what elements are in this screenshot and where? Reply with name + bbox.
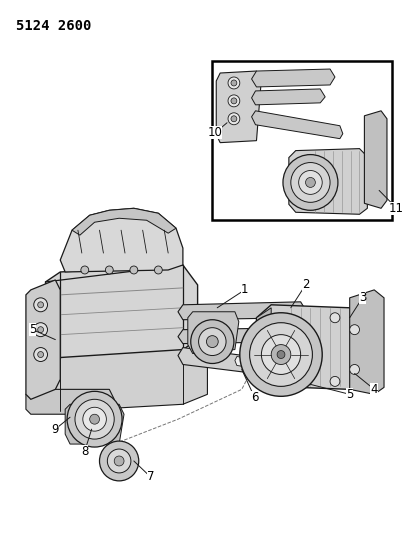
Polygon shape bbox=[60, 208, 183, 272]
Polygon shape bbox=[178, 328, 306, 344]
Circle shape bbox=[155, 266, 162, 274]
Circle shape bbox=[90, 414, 100, 424]
Circle shape bbox=[240, 313, 322, 397]
Text: 3: 3 bbox=[359, 292, 366, 304]
Circle shape bbox=[81, 266, 89, 274]
Text: 9: 9 bbox=[51, 423, 59, 435]
Polygon shape bbox=[26, 280, 60, 399]
Circle shape bbox=[350, 325, 359, 335]
Circle shape bbox=[231, 116, 237, 122]
Circle shape bbox=[100, 441, 139, 481]
Polygon shape bbox=[46, 265, 197, 358]
Circle shape bbox=[291, 163, 330, 203]
Text: 6: 6 bbox=[251, 391, 258, 404]
Polygon shape bbox=[46, 348, 207, 411]
Polygon shape bbox=[252, 111, 343, 139]
Circle shape bbox=[228, 113, 240, 125]
Text: 1: 1 bbox=[241, 284, 248, 296]
Circle shape bbox=[271, 345, 291, 365]
Polygon shape bbox=[257, 305, 364, 389]
Circle shape bbox=[34, 322, 47, 337]
Polygon shape bbox=[364, 111, 387, 208]
Polygon shape bbox=[252, 69, 335, 87]
Polygon shape bbox=[178, 302, 306, 320]
Circle shape bbox=[350, 365, 359, 375]
Circle shape bbox=[199, 328, 226, 356]
Circle shape bbox=[306, 177, 315, 188]
Circle shape bbox=[38, 327, 44, 333]
Text: 8: 8 bbox=[81, 445, 89, 457]
Circle shape bbox=[299, 171, 322, 195]
Text: 11: 11 bbox=[389, 202, 404, 215]
Circle shape bbox=[38, 352, 44, 358]
Circle shape bbox=[277, 351, 285, 359]
Polygon shape bbox=[235, 357, 308, 375]
Polygon shape bbox=[188, 312, 239, 353]
Circle shape bbox=[330, 313, 340, 322]
Circle shape bbox=[67, 391, 122, 447]
Text: 5124 2600: 5124 2600 bbox=[16, 19, 91, 33]
Circle shape bbox=[34, 298, 47, 312]
Circle shape bbox=[191, 320, 234, 364]
Circle shape bbox=[231, 80, 237, 86]
Circle shape bbox=[75, 399, 114, 439]
Text: 10: 10 bbox=[207, 126, 222, 139]
Polygon shape bbox=[216, 71, 262, 143]
Polygon shape bbox=[350, 290, 384, 394]
Circle shape bbox=[206, 336, 218, 348]
Circle shape bbox=[107, 449, 131, 473]
Circle shape bbox=[228, 95, 240, 107]
Text: 7: 7 bbox=[147, 471, 154, 483]
Circle shape bbox=[231, 98, 237, 104]
Polygon shape bbox=[26, 389, 114, 414]
Bar bbox=[212, 61, 392, 220]
Circle shape bbox=[130, 266, 138, 274]
Circle shape bbox=[330, 376, 340, 386]
Polygon shape bbox=[257, 308, 271, 386]
Circle shape bbox=[283, 155, 338, 211]
Circle shape bbox=[105, 266, 113, 274]
Polygon shape bbox=[252, 89, 325, 105]
Circle shape bbox=[262, 335, 301, 375]
Circle shape bbox=[38, 302, 44, 308]
Text: 5: 5 bbox=[29, 323, 36, 336]
Circle shape bbox=[114, 456, 124, 466]
Text: 5: 5 bbox=[346, 388, 353, 401]
Polygon shape bbox=[65, 404, 124, 444]
Polygon shape bbox=[72, 208, 176, 235]
Text: 4: 4 bbox=[370, 383, 378, 396]
Circle shape bbox=[228, 77, 240, 89]
Polygon shape bbox=[289, 149, 367, 214]
Circle shape bbox=[83, 407, 106, 431]
Polygon shape bbox=[178, 348, 339, 383]
Circle shape bbox=[250, 322, 313, 386]
Text: 2: 2 bbox=[302, 278, 309, 292]
Circle shape bbox=[34, 348, 47, 361]
